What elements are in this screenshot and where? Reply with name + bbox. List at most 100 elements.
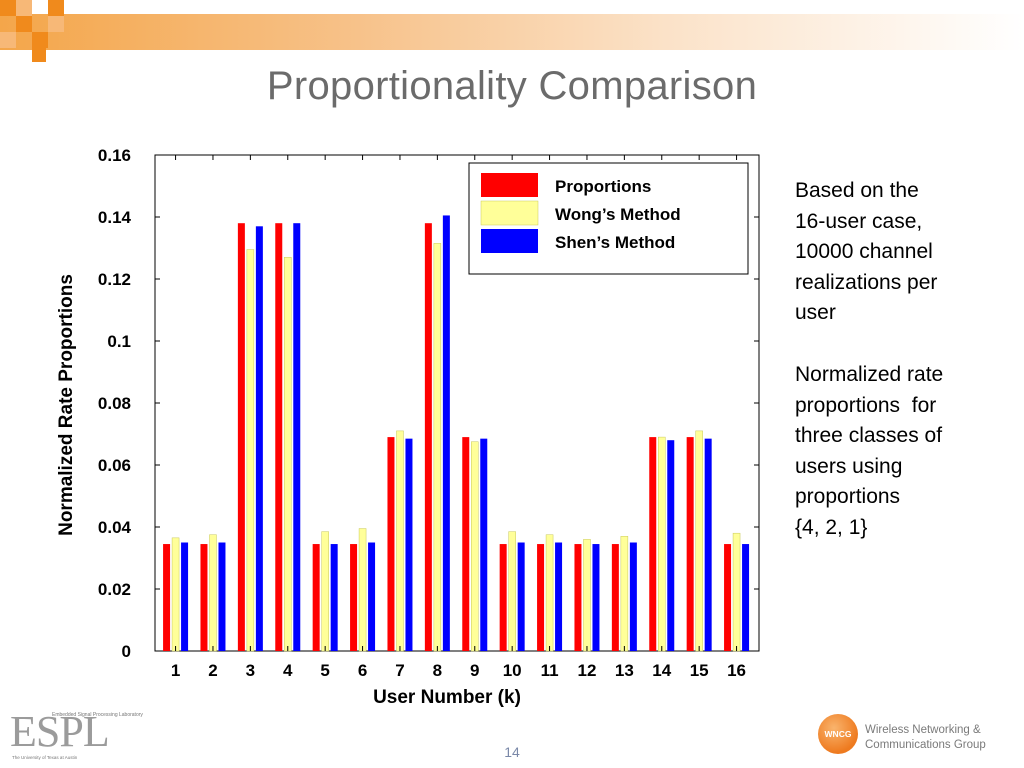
bar <box>396 430 404 652</box>
side-note-case-description: Based on the 16-user case, 10000 channel… <box>795 176 937 329</box>
wncg-logo: WNCG Wireless Networking & Communication… <box>815 713 1015 763</box>
bar <box>387 437 395 651</box>
side-note-line: Normalized rate <box>795 363 944 386</box>
side-note-line: 16-user case, <box>795 209 923 233</box>
bar <box>724 544 732 651</box>
bar <box>583 539 591 652</box>
bar <box>181 542 189 651</box>
y-tick-label: 0.04 <box>98 518 132 537</box>
legend-swatch <box>480 200 539 226</box>
bar <box>330 544 338 651</box>
side-note-line: realizations per <box>795 270 938 294</box>
side-note-line: {4, 2, 1} <box>795 515 868 539</box>
y-tick-label: 0 <box>122 642 131 661</box>
bar <box>442 215 450 651</box>
x-tick-label: 13 <box>615 661 634 680</box>
y-tick-label: 0.1 <box>107 332 131 351</box>
bar <box>218 542 226 651</box>
x-tick-label: 4 <box>283 661 293 680</box>
side-note-proportions: Normalized rate proportions for three cl… <box>795 360 943 543</box>
bar <box>237 223 245 651</box>
bar <box>321 531 329 652</box>
bar <box>246 249 255 652</box>
x-axis-label: User Number (k) <box>373 687 521 708</box>
bar <box>405 438 413 651</box>
legend-label: Proportions <box>555 177 651 196</box>
bar <box>592 544 600 651</box>
bar <box>611 544 619 651</box>
bar <box>742 544 750 651</box>
y-tick-label: 0.06 <box>98 456 131 475</box>
y-tick-label: 0.08 <box>98 394 131 413</box>
side-note-line: proportions for <box>795 393 937 417</box>
espl-logo-letters: ESPL <box>10 707 110 756</box>
side-note-line: 10000 channel <box>795 240 933 263</box>
bar <box>537 544 545 651</box>
x-tick-label: 16 <box>727 661 746 680</box>
bar <box>200 544 208 651</box>
side-note-line: Based on the <box>795 179 919 202</box>
x-tick-label: 3 <box>246 661 255 680</box>
bar <box>686 437 694 651</box>
espl-logo-subtitle: Embedded Signal Processing Laboratory <box>52 712 143 718</box>
espl-logo-university: The University of Texas at Austin <box>12 755 78 760</box>
bar <box>471 441 479 652</box>
x-tick-label: 1 <box>171 661 180 680</box>
bar <box>209 534 217 652</box>
header-gradient-bar <box>0 14 1024 50</box>
bar <box>658 436 666 652</box>
bar <box>695 430 703 652</box>
bar <box>667 440 675 651</box>
bar <box>620 536 629 652</box>
legend-swatch <box>481 173 538 197</box>
legend-label: Wong’s Method <box>555 205 681 224</box>
bar <box>732 532 741 652</box>
bar <box>312 544 320 651</box>
wncg-name-line1: Wireless Networking & <box>865 724 981 736</box>
x-tick-label: 9 <box>470 661 479 680</box>
bar <box>433 243 442 652</box>
bar <box>293 223 301 651</box>
bar <box>545 534 554 652</box>
x-tick-label: 2 <box>208 661 217 680</box>
bar <box>574 544 582 651</box>
bar <box>255 226 263 652</box>
bar <box>284 257 292 652</box>
y-axis-label: Normalized Rate Proportions <box>56 274 77 536</box>
x-tick-label: 7 <box>395 661 404 680</box>
espl-logo: ESPL Embedded Signal Processing Laborato… <box>10 706 143 762</box>
side-note-line: users using <box>795 454 903 478</box>
x-tick-label: 5 <box>320 661 329 680</box>
y-tick-label: 0.14 <box>98 208 132 227</box>
bar <box>480 438 488 651</box>
y-tick-label: 0.12 <box>98 270 131 289</box>
bar <box>368 542 376 651</box>
wncg-name-line2: Communications Group <box>865 739 986 751</box>
page-number: 14 <box>504 744 520 760</box>
y-tick-label: 0.02 <box>98 580 131 599</box>
side-note-line: user <box>795 301 836 324</box>
bar <box>171 537 180 652</box>
bar <box>350 544 358 651</box>
bar <box>649 437 657 651</box>
bar <box>424 223 432 651</box>
side-note-line: three classes of <box>795 424 943 447</box>
bar <box>517 542 525 651</box>
x-tick-label: 12 <box>578 661 597 680</box>
bar <box>508 531 516 652</box>
x-tick-label: 15 <box>690 661 709 680</box>
bar <box>358 528 367 652</box>
legend-label: Shen’s Method <box>555 233 675 252</box>
bar <box>555 542 563 651</box>
bar <box>629 542 637 651</box>
x-tick-label: 6 <box>358 661 367 680</box>
x-tick-label: 11 <box>541 661 559 680</box>
side-note-line: proportions <box>795 485 901 508</box>
legend-swatch <box>481 229 538 253</box>
wncg-badge: WNCG <box>818 714 858 754</box>
bar <box>499 544 507 651</box>
bar <box>163 544 171 651</box>
x-tick-label: 8 <box>433 661 442 680</box>
corner-decoration <box>0 0 90 64</box>
